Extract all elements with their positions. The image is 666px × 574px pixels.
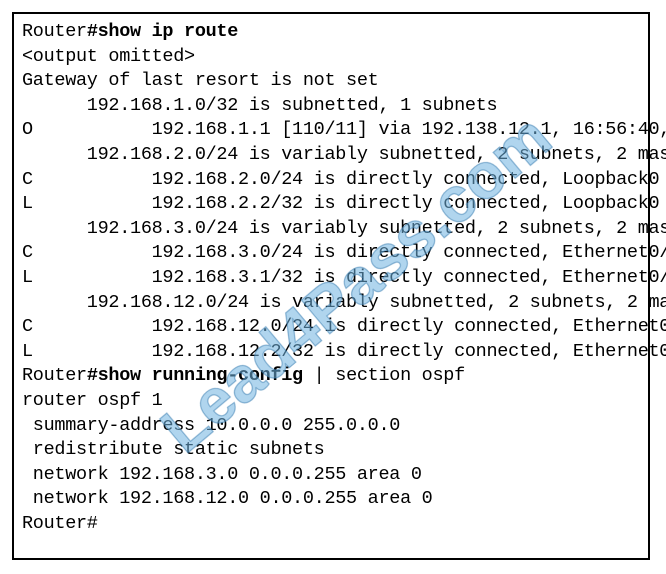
config-line: network 192.168.12.0 0.0.0.255 area 0	[22, 487, 640, 512]
route-line: 192.168.2.0/24 is variably subnetted, 2 …	[22, 143, 640, 168]
route-line: L 192.168.12.2/32 is directly connected,…	[22, 340, 640, 365]
cli-line: Router#show ip route	[22, 20, 640, 45]
config-line: redistribute static subnets	[22, 438, 640, 463]
route-line: O 192.168.1.1 [110/11] via 192.138.12.1,…	[22, 118, 640, 143]
config-line: summary-address 10.0.0.0 255.0.0.0	[22, 414, 640, 439]
cli-line: <output omitted>	[22, 45, 640, 70]
router-prompt-final: Router#	[22, 512, 640, 537]
route-line: C 192.168.2.0/24 is directly connected, …	[22, 168, 640, 193]
route-line: C 192.168.3.0/24 is directly connected, …	[22, 241, 640, 266]
route-line: C 192.168.12.0/24 is directly connected,…	[22, 315, 640, 340]
config-line: router ospf 1	[22, 389, 640, 414]
terminal-frame: Router#show ip route <output omitted> Ga…	[12, 12, 650, 560]
route-line: L 192.168.2.2/32 is directly connected, …	[22, 192, 640, 217]
route-line: 192.168.3.0/24 is variably subnetted, 2 …	[22, 217, 640, 242]
pipe-filter: | section ospf	[303, 365, 465, 386]
cli-line: Gateway of last resort is not set	[22, 69, 640, 94]
route-line: 192.168.1.0/32 is subnetted, 1 subnets	[22, 94, 640, 119]
show-ip-route-cmd: #show ip route	[87, 21, 238, 42]
cli-line: Router#show running-config | section osp…	[22, 364, 640, 389]
route-line: L 192.168.3.1/32 is directly connected, …	[22, 266, 640, 291]
router-prompt: Router	[22, 365, 87, 386]
show-run-cmd: #show running-config	[87, 365, 303, 386]
router-prompt: Router	[22, 21, 87, 42]
route-line: 192.168.12.0/24 is variably subnetted, 2…	[22, 291, 640, 316]
config-line: network 192.168.3.0 0.0.0.255 area 0	[22, 463, 640, 488]
